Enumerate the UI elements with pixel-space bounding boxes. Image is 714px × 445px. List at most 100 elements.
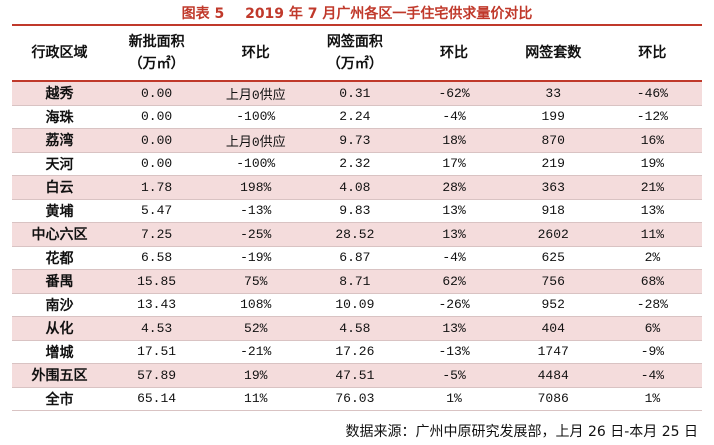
- value-cell: -25%: [206, 222, 306, 247]
- value-cell: 33: [503, 81, 603, 106]
- district-cell: 番禺: [12, 269, 107, 294]
- value-cell: 2.24: [305, 105, 405, 129]
- table-row: 增城 17.51 -21% 17.26 -13% 1747 -9%: [12, 340, 702, 364]
- district-cell: 白云: [12, 175, 107, 200]
- source-note: 数据来源：广州中原研究发展部，上月 26 日-本月 25 日: [345, 424, 698, 440]
- value-cell: 0.00: [107, 81, 207, 106]
- header-name: 环比: [241, 45, 270, 61]
- value-cell: 625: [503, 246, 603, 270]
- value-cell: -12%: [602, 105, 702, 129]
- header-cell: 行政区域: [12, 24, 107, 82]
- header-name: 网签套数: [525, 45, 582, 61]
- value-cell: 0.00: [107, 105, 207, 129]
- value-cell: 62%: [404, 269, 504, 294]
- district-cell: 黄埔: [12, 199, 107, 223]
- value-cell: 17.51: [107, 340, 207, 364]
- value-cell: 57.89: [107, 363, 207, 388]
- header-unit: （万㎡）: [128, 56, 185, 72]
- value-cell: 13%: [404, 199, 504, 223]
- value-cell: 404: [503, 316, 603, 341]
- value-cell: 8.71: [305, 269, 405, 294]
- header-name: 新批面积: [128, 34, 185, 50]
- value-cell: 0.00: [107, 152, 207, 176]
- value-cell: 1747: [503, 340, 603, 364]
- value-cell: 4.08: [305, 175, 405, 200]
- value-cell: -62%: [404, 81, 504, 106]
- district-cell: 越秀: [12, 81, 107, 106]
- value-cell: 0.00: [107, 128, 207, 153]
- table-row: 荔湾 0.00 上月0供应 9.73 18% 870 16%: [12, 128, 702, 153]
- title: 图表 5 2019 年 7 月广州各区一手住宅供求量价对比: [0, 3, 714, 23]
- value-cell: 上月0供应: [206, 128, 306, 153]
- value-cell: 11%: [602, 222, 702, 247]
- value-cell: 1%: [404, 387, 504, 411]
- figure-label: 图表 5: [181, 6, 225, 22]
- value-cell: 6%: [602, 316, 702, 341]
- table-body: 越秀 0.00 上月0供应 0.31 -62% 33 -46% 海珠 0.00 -100% 2.24…: [12, 81, 702, 411]
- value-cell: -5%: [404, 363, 504, 388]
- value-cell: 47.51: [305, 363, 405, 388]
- table-row: 番禺 15.85 75% 8.71 62% 756 68%: [12, 269, 702, 294]
- table-row: 花都 6.58 -19% 6.87 -4% 625 2%: [12, 246, 702, 270]
- value-cell: 870: [503, 128, 603, 153]
- table-row: 中心六区 7.25 -25% 28.52 13% 2602 11%: [12, 222, 702, 247]
- figure-title: 2019 年 7 月广州各区一手住宅供求量价对比: [245, 6, 533, 22]
- table-row: 白云 1.78 198% 4.08 28% 363 21%: [12, 175, 702, 200]
- data-table: 行政区域 新批面积 （万㎡） 环比 网签面积 （万㎡） 环比 网签套数 环比 越秀 0.00 上月0…: [12, 24, 702, 411]
- header-cell: 环比: [602, 24, 702, 82]
- header-name: 行政区域: [31, 45, 88, 61]
- value-cell: 108%: [206, 293, 306, 317]
- value-cell: 2.32: [305, 152, 405, 176]
- value-cell: 4.58: [305, 316, 405, 341]
- value-cell: 28%: [404, 175, 504, 200]
- value-cell: -46%: [602, 81, 702, 106]
- district-cell: 荔湾: [12, 128, 107, 153]
- header-cell: 网签面积 （万㎡）: [305, 24, 405, 82]
- value-cell: -4%: [602, 363, 702, 388]
- table-row: 南沙 13.43 108% 10.09 -26% 952 -28%: [12, 293, 702, 317]
- header-name: 环比: [440, 45, 469, 61]
- district-cell: 花都: [12, 246, 107, 270]
- value-cell: 198%: [206, 175, 306, 200]
- table-row: 天河 0.00 -100% 2.32 17% 219 19%: [12, 152, 702, 176]
- value-cell: -19%: [206, 246, 306, 270]
- value-cell: 18%: [404, 128, 504, 153]
- value-cell: -100%: [206, 152, 306, 176]
- value-cell: 7.25: [107, 222, 207, 247]
- value-cell: 4.53: [107, 316, 207, 341]
- district-cell: 增城: [12, 340, 107, 364]
- value-cell: 5.47: [107, 199, 207, 223]
- value-cell: 363: [503, 175, 603, 200]
- value-cell: 15.85: [107, 269, 207, 294]
- value-cell: -4%: [404, 246, 504, 270]
- value-cell: 756: [503, 269, 603, 294]
- value-cell: 16%: [602, 128, 702, 153]
- table-row: 从化 4.53 52% 4.58 13% 404 6%: [12, 316, 702, 341]
- value-cell: 199: [503, 105, 603, 129]
- header-cell: 新批面积 （万㎡）: [107, 24, 207, 82]
- table-row: 越秀 0.00 上月0供应 0.31 -62% 33 -46%: [12, 81, 702, 106]
- value-cell: 19%: [602, 152, 702, 176]
- header-unit: （万㎡）: [326, 56, 383, 72]
- value-cell: -9%: [602, 340, 702, 364]
- value-cell: 17.26: [305, 340, 405, 364]
- district-cell: 全市: [12, 387, 107, 411]
- header-name: 环比: [638, 45, 667, 61]
- district-cell: 中心六区: [12, 222, 107, 247]
- header-cell: 网签套数: [503, 24, 603, 82]
- value-cell: -13%: [206, 199, 306, 223]
- value-cell: 1.78: [107, 175, 207, 200]
- value-cell: 13%: [602, 199, 702, 223]
- value-cell: 75%: [206, 269, 306, 294]
- value-cell: 68%: [602, 269, 702, 294]
- value-cell: -4%: [404, 105, 504, 129]
- value-cell: -100%: [206, 105, 306, 129]
- district-cell: 外围五区: [12, 363, 107, 388]
- value-cell: 1%: [602, 387, 702, 411]
- value-cell: -13%: [404, 340, 504, 364]
- value-cell: 13%: [404, 316, 504, 341]
- header-name: 网签面积: [326, 34, 383, 50]
- value-cell: 9.73: [305, 128, 405, 153]
- value-cell: 19%: [206, 363, 306, 388]
